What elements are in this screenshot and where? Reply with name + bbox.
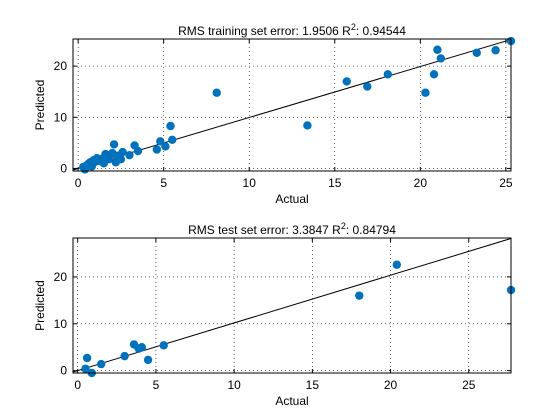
axes-box <box>72 237 512 374</box>
x-tick-label: 0 <box>74 378 81 392</box>
x-axis-label: Actual <box>275 192 308 206</box>
x-tick-label: 20 <box>384 378 398 392</box>
y-tick-label: 20 <box>54 270 68 284</box>
y-axis-label: Predicted <box>33 280 47 331</box>
data-point <box>137 343 147 352</box>
y-tick-label: 0 <box>60 161 67 175</box>
y-tick-label: 10 <box>54 317 68 331</box>
x-tick-label: 20 <box>414 176 428 190</box>
x-tick-label: 25 <box>499 176 513 190</box>
data-point <box>81 364 90 373</box>
data-point <box>472 48 481 58</box>
data-point <box>156 137 165 146</box>
data-point <box>96 359 106 369</box>
data-point <box>212 88 221 97</box>
data-point <box>433 45 442 54</box>
x-tick-label: 10 <box>227 378 241 392</box>
x-tick-label: 5 <box>153 378 160 392</box>
data-point <box>436 54 446 63</box>
x-tick-label: 0 <box>75 176 82 190</box>
data-point <box>143 355 153 365</box>
data-point <box>168 135 177 144</box>
data-point <box>166 121 175 131</box>
data-point <box>109 140 119 149</box>
data-point <box>118 147 127 157</box>
data-point <box>303 121 312 130</box>
chart-title: RMS test set error: 3.3847 R2: 0.84794 <box>188 221 396 237</box>
data-point <box>159 341 168 350</box>
x-tick-label: 5 <box>160 176 167 190</box>
data-point <box>120 351 129 361</box>
axes-box <box>72 38 512 172</box>
x-tick-label: 15 <box>328 176 342 190</box>
fit-line <box>72 237 512 373</box>
data-point <box>392 260 402 269</box>
x-axis-label: Actual <box>275 394 308 408</box>
data-point <box>491 46 500 55</box>
data-point <box>125 150 134 160</box>
data-point <box>116 155 126 164</box>
data-point <box>152 145 162 154</box>
data-point <box>104 155 114 164</box>
data-point <box>342 77 351 86</box>
data-point <box>429 70 439 79</box>
data-point <box>133 146 143 156</box>
y-tick-label: 10 <box>54 110 68 124</box>
data-point <box>355 291 364 300</box>
chart-title: RMS training set error: 1.9506 R2: 0.945… <box>178 22 406 38</box>
y-axis-label: Predicted <box>33 80 47 131</box>
y-tick-label: 0 <box>60 364 67 378</box>
chart-panel-2: 0 5 10 15 20 25 0 10 20 RMS test set error: 3.384… <box>33 221 516 408</box>
y-tick-label: 20 <box>54 59 68 73</box>
x-tick-label: 15 <box>306 378 320 392</box>
x-tick-label: 10 <box>243 176 257 190</box>
data-point <box>82 353 92 363</box>
data-point <box>161 142 170 151</box>
data-point <box>363 82 372 91</box>
chart-panel-1: 0 5 10 15 20 25 0 10 20 RMS training set error: 1… <box>33 22 516 206</box>
x-tick-label: 25 <box>462 378 476 392</box>
data-point <box>421 88 430 97</box>
data-point <box>383 70 393 79</box>
